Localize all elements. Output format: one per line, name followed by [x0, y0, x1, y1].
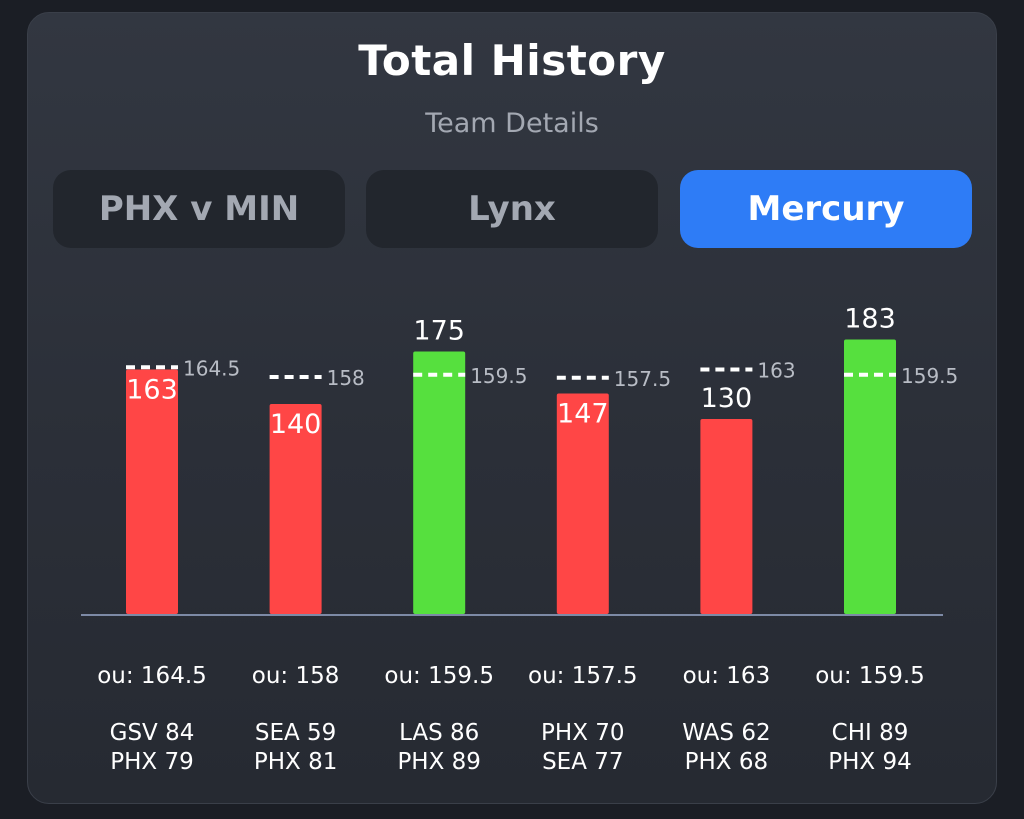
ou-tick-label-1: ou: 164.5: [97, 663, 207, 689]
away-team-score-3: LAS 86: [399, 720, 479, 746]
bar-value-label-4: 147: [557, 399, 609, 430]
home-team-score-4: SEA 77: [542, 749, 623, 775]
home-team-score-5: PHX 68: [685, 749, 769, 775]
tab-matchup[interactable]: PHX v MIN: [53, 170, 345, 248]
ou-tick-label-3: ou: 159.5: [384, 663, 494, 689]
home-team-score-6: PHX 94: [828, 749, 912, 775]
bar-5: [700, 419, 753, 614]
tab-lynx[interactable]: Lynx: [366, 170, 658, 248]
bar-3: [413, 351, 466, 614]
bar-value-label-6: 183: [844, 304, 896, 335]
tab-mercury[interactable]: Mercury: [680, 170, 972, 248]
home-team-score-2: PHX 81: [254, 749, 338, 775]
bar-value-label-2: 140: [270, 409, 322, 440]
away-team-score-1: GSV 84: [110, 720, 195, 746]
away-team-score-6: CHI 89: [832, 720, 909, 746]
ou-line-label-3: 159.5: [470, 364, 527, 388]
ou-line-label-4: 157.5: [614, 367, 671, 391]
home-team-score-1: PHX 79: [110, 749, 194, 775]
page-subtitle: Team Details: [425, 108, 599, 139]
bar-value-label-1: 163: [126, 375, 178, 406]
ou-tick-label-5: ou: 163: [683, 663, 771, 689]
ou-tick-label-6: ou: 159.5: [815, 663, 925, 689]
away-team-score-2: SEA 59: [255, 720, 336, 746]
bar-4: [556, 393, 609, 614]
ou-line-label-1: 164.5: [183, 356, 240, 380]
ou-tick-label-4: ou: 157.5: [528, 663, 638, 689]
home-team-score-3: PHX 89: [397, 749, 481, 775]
page-title: Total History: [358, 36, 666, 85]
total-history-card: [27, 12, 997, 804]
ou-line-label-2: 158: [327, 366, 365, 390]
ou-tick-label-2: ou: 158: [252, 663, 340, 689]
bar-1: [126, 369, 178, 614]
bar-6: [844, 339, 896, 614]
away-team-score-5: WAS 62: [682, 720, 770, 746]
bar-2: [269, 404, 322, 614]
away-team-score-4: PHX 70: [541, 720, 625, 746]
ou-line-label-5: 163: [757, 359, 795, 383]
bar-value-label-3: 175: [413, 316, 465, 347]
ou-line-label-6: 159.5: [901, 364, 958, 388]
bar-value-label-5: 130: [701, 383, 753, 414]
